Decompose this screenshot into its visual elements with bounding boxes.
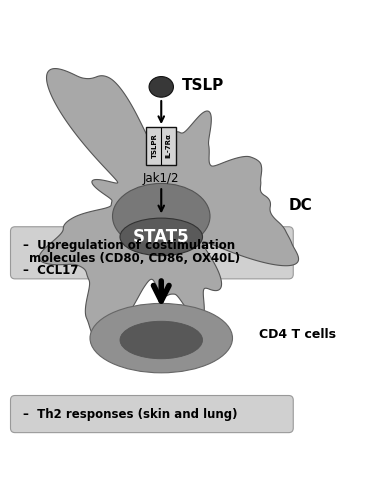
Ellipse shape	[120, 218, 202, 256]
Text: STAT5: STAT5	[133, 228, 189, 246]
Text: TSLP: TSLP	[182, 78, 224, 92]
Text: TSLPR: TSLPR	[152, 134, 158, 158]
Text: –  CCL17: – CCL17	[23, 264, 79, 277]
Ellipse shape	[120, 322, 202, 359]
FancyBboxPatch shape	[10, 227, 293, 279]
Text: –  Th2 responses (skin and lung): – Th2 responses (skin and lung)	[23, 408, 238, 420]
Text: CD4 T cells: CD4 T cells	[259, 328, 336, 341]
Text: molecules (CD80, CD86, OX40L): molecules (CD80, CD86, OX40L)	[29, 252, 240, 265]
FancyBboxPatch shape	[146, 127, 176, 165]
Text: IL-7Rα: IL-7Rα	[165, 134, 171, 158]
Ellipse shape	[149, 76, 173, 97]
Polygon shape	[39, 68, 298, 339]
Ellipse shape	[112, 184, 210, 249]
Text: DC: DC	[289, 198, 312, 212]
Ellipse shape	[90, 304, 232, 373]
Text: Jak1/2: Jak1/2	[143, 172, 180, 185]
Text: –  Upregulation of costimulation: – Upregulation of costimulation	[23, 240, 236, 252]
FancyBboxPatch shape	[10, 396, 293, 432]
